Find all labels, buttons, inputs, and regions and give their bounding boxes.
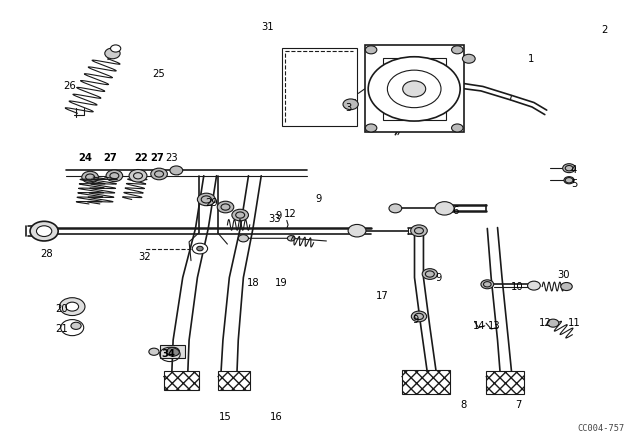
Text: 15: 15 bbox=[219, 412, 232, 422]
Circle shape bbox=[129, 169, 147, 182]
Text: 30: 30 bbox=[557, 270, 570, 280]
Bar bbox=[383, 58, 446, 120]
Circle shape bbox=[527, 281, 540, 290]
Bar bbox=[402, 370, 450, 394]
Text: 31: 31 bbox=[261, 22, 274, 32]
Text: 21: 21 bbox=[55, 324, 68, 334]
Text: 16: 16 bbox=[270, 412, 283, 422]
Text: 12: 12 bbox=[538, 318, 551, 328]
Text: 10: 10 bbox=[510, 282, 523, 293]
Circle shape bbox=[82, 171, 99, 183]
Text: 22: 22 bbox=[134, 153, 148, 163]
Bar bbox=[365, 45, 464, 133]
Circle shape bbox=[463, 54, 475, 63]
Circle shape bbox=[365, 46, 377, 54]
Circle shape bbox=[343, 99, 358, 110]
Circle shape bbox=[30, 221, 58, 241]
Circle shape bbox=[387, 70, 441, 108]
Text: 33: 33 bbox=[268, 214, 280, 224]
Circle shape bbox=[192, 243, 207, 254]
Circle shape bbox=[60, 297, 85, 315]
Text: 2: 2 bbox=[601, 25, 607, 35]
Text: 32: 32 bbox=[138, 253, 150, 263]
Text: 1: 1 bbox=[527, 54, 534, 64]
Circle shape bbox=[452, 46, 463, 54]
Circle shape bbox=[452, 124, 463, 132]
Text: 9: 9 bbox=[413, 315, 419, 325]
Text: 26: 26 bbox=[63, 82, 76, 91]
Circle shape bbox=[389, 204, 402, 213]
Text: 9: 9 bbox=[435, 272, 442, 283]
Circle shape bbox=[111, 45, 121, 52]
Circle shape bbox=[196, 246, 203, 251]
Text: 24: 24 bbox=[78, 153, 92, 163]
Circle shape bbox=[403, 81, 426, 97]
Bar bbox=[161, 345, 184, 358]
Text: 14: 14 bbox=[474, 321, 486, 331]
Text: 12: 12 bbox=[284, 209, 296, 219]
Circle shape bbox=[36, 226, 52, 237]
Circle shape bbox=[105, 48, 120, 59]
Text: 27: 27 bbox=[150, 153, 164, 163]
Circle shape bbox=[348, 224, 366, 237]
Circle shape bbox=[435, 202, 454, 215]
Text: 34: 34 bbox=[161, 349, 175, 359]
Circle shape bbox=[481, 280, 493, 289]
Text: 3: 3 bbox=[346, 103, 352, 113]
Circle shape bbox=[547, 319, 559, 327]
Circle shape bbox=[170, 166, 182, 175]
Text: 7: 7 bbox=[515, 400, 521, 410]
Text: 27: 27 bbox=[104, 153, 117, 163]
Circle shape bbox=[365, 124, 377, 132]
Text: CC004-757: CC004-757 bbox=[577, 424, 625, 433]
Circle shape bbox=[411, 225, 428, 237]
Text: 28: 28 bbox=[40, 250, 53, 259]
Circle shape bbox=[561, 283, 572, 291]
Text: 5: 5 bbox=[571, 179, 577, 189]
Text: 17: 17 bbox=[376, 291, 389, 302]
Circle shape bbox=[66, 302, 79, 311]
Bar bbox=[218, 371, 250, 390]
Text: 13: 13 bbox=[488, 321, 500, 331]
Circle shape bbox=[217, 201, 234, 213]
Circle shape bbox=[167, 347, 179, 356]
Text: 18: 18 bbox=[246, 278, 259, 288]
Bar bbox=[486, 371, 524, 394]
Circle shape bbox=[564, 177, 574, 184]
Circle shape bbox=[197, 193, 215, 206]
Circle shape bbox=[238, 235, 248, 242]
Circle shape bbox=[61, 319, 84, 336]
Text: 29: 29 bbox=[205, 198, 218, 207]
Text: 11: 11 bbox=[568, 318, 580, 328]
Circle shape bbox=[106, 170, 123, 181]
Circle shape bbox=[149, 348, 159, 355]
Text: 9: 9 bbox=[316, 194, 322, 204]
Text: 19: 19 bbox=[275, 278, 288, 288]
Bar bbox=[164, 371, 198, 390]
Circle shape bbox=[71, 322, 81, 329]
Text: 9: 9 bbox=[275, 211, 282, 221]
Circle shape bbox=[422, 269, 438, 280]
Circle shape bbox=[368, 57, 460, 121]
Circle shape bbox=[412, 311, 427, 322]
Circle shape bbox=[287, 236, 295, 241]
Circle shape bbox=[563, 164, 575, 172]
Text: 23: 23 bbox=[166, 153, 178, 163]
Text: 25: 25 bbox=[153, 69, 166, 79]
Bar bbox=[282, 47, 357, 126]
Circle shape bbox=[151, 168, 168, 180]
Text: 8: 8 bbox=[461, 400, 467, 410]
Circle shape bbox=[232, 209, 248, 221]
Text: 4: 4 bbox=[571, 165, 577, 176]
Text: 20: 20 bbox=[55, 304, 68, 314]
Text: 6: 6 bbox=[452, 206, 459, 215]
